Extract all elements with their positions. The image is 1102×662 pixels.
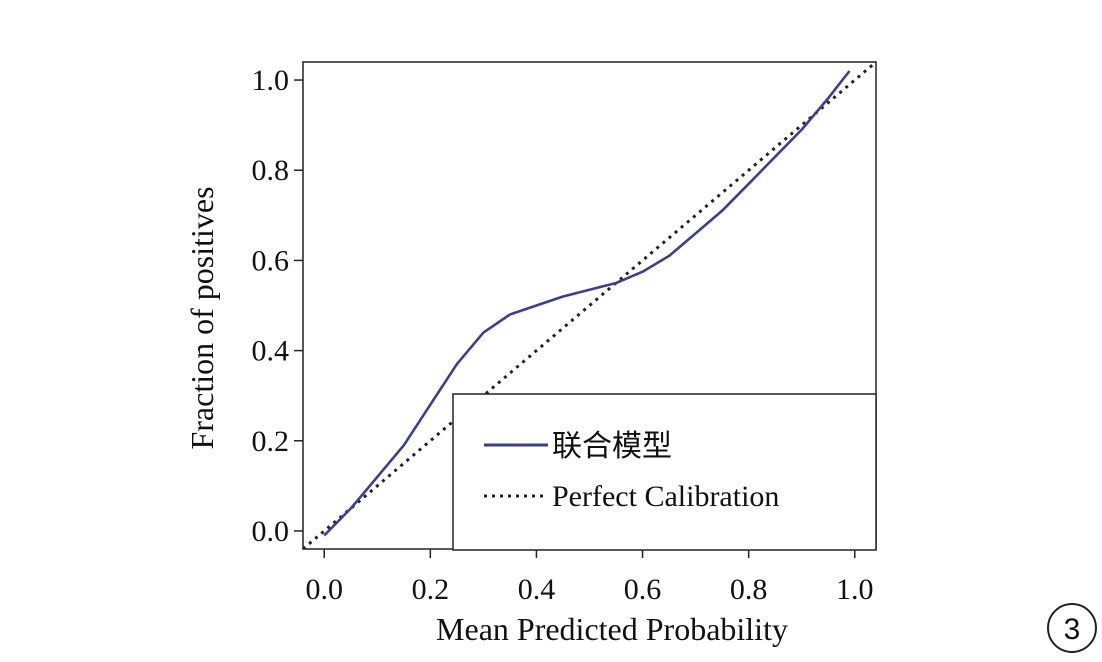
y-tick-label: 0.4 xyxy=(252,335,290,368)
y-axis-label: Fraction of positives xyxy=(184,186,220,449)
y-tick-label: 0.0 xyxy=(252,515,290,548)
x-tick-label: 0.0 xyxy=(305,573,343,606)
series-line-model xyxy=(323,70,851,537)
x-tick-label: 0.6 xyxy=(624,573,662,606)
y-tick-label: 0.8 xyxy=(252,154,290,187)
figure-badge: 3 xyxy=(1047,603,1097,653)
badge-circle xyxy=(1047,603,1097,653)
x-tick-label: 0.2 xyxy=(412,573,450,606)
x-axis-label: Mean Predicted Probability xyxy=(436,611,788,647)
axis-ticks: 0.0 0.2 0.4 0.6 0.8 1.0 0.0 0.2 0.4 0.6 0.8 1.0 xyxy=(252,64,874,606)
y-tick-label: 1.0 xyxy=(252,64,290,97)
legend: 联合模型 Perfect Calibration xyxy=(452,393,877,551)
x-tick-label: 0.8 xyxy=(730,573,768,606)
x-tick-label: 0.4 xyxy=(518,573,556,606)
badge-number: 3 xyxy=(1064,613,1081,646)
x-tick-label: 1.0 xyxy=(836,573,874,606)
series-line-perfect-calibration xyxy=(303,62,876,549)
legend-label-perfect: Perfect Calibration xyxy=(552,480,779,513)
legend-label-model: 联合模型 xyxy=(552,430,672,463)
y-tick-label: 0.6 xyxy=(252,244,290,277)
legend-box xyxy=(452,393,877,551)
y-tick-label: 0.2 xyxy=(252,425,290,458)
